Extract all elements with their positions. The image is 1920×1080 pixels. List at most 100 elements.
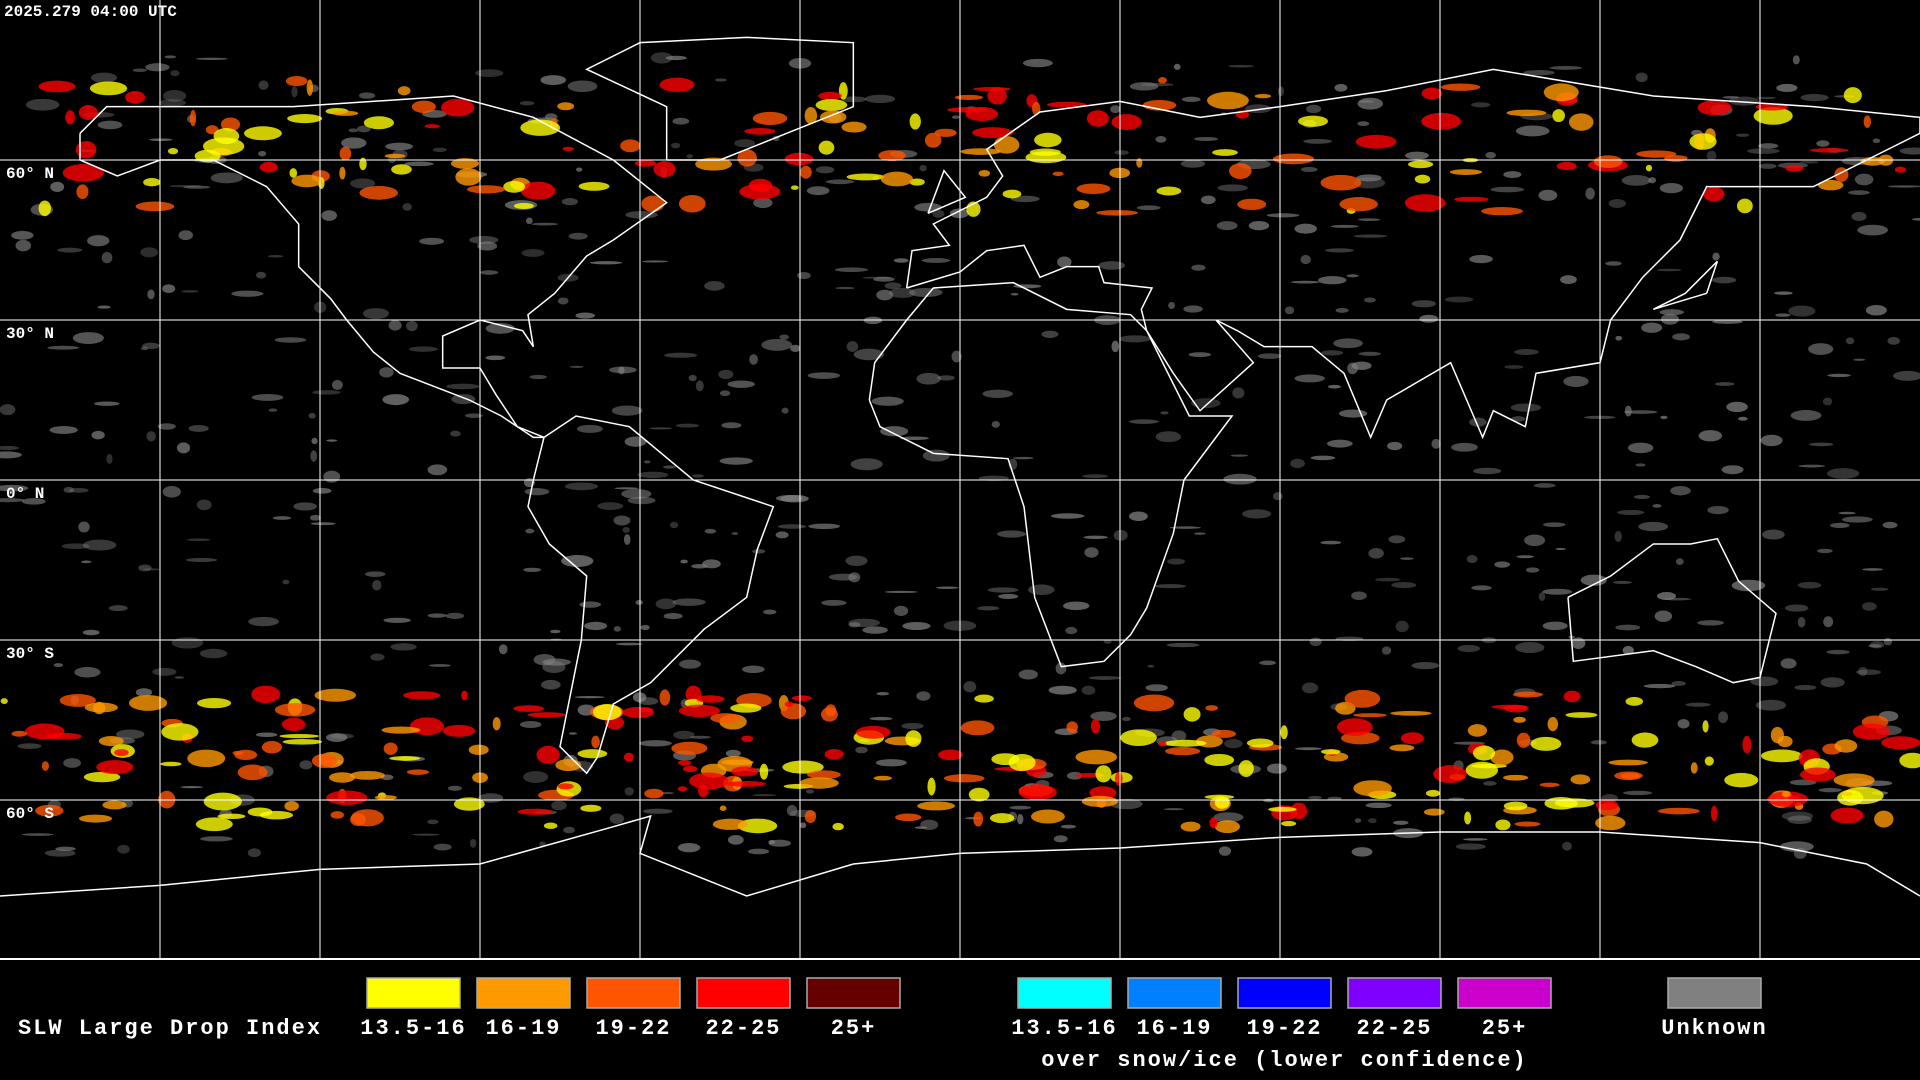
cloud — [1543, 83, 1579, 102]
cloud — [781, 407, 789, 414]
cloud — [195, 817, 233, 832]
cloud — [1083, 535, 1108, 540]
cloud — [1514, 348, 1539, 355]
cloud — [1266, 763, 1287, 774]
cloud — [1084, 547, 1099, 558]
cloud — [1355, 134, 1397, 149]
cloud — [523, 771, 549, 783]
cloud — [1810, 148, 1849, 153]
cloud — [291, 174, 323, 188]
cloud — [82, 629, 100, 636]
cloud — [1542, 522, 1566, 528]
cloud — [1120, 729, 1157, 746]
cloud — [1393, 820, 1409, 825]
cloud — [914, 826, 928, 829]
cloud — [41, 761, 49, 771]
cloud — [1013, 284, 1042, 289]
cloud — [1622, 790, 1653, 796]
cloud — [289, 168, 298, 178]
cloud — [1887, 336, 1900, 345]
cloud — [466, 185, 506, 194]
cloud — [1635, 463, 1646, 467]
cloud — [1672, 333, 1690, 341]
cloud — [0, 404, 16, 416]
cloud — [670, 142, 681, 149]
cloud — [1095, 765, 1112, 783]
cloud — [1425, 789, 1441, 797]
cloud — [1387, 441, 1403, 451]
cloud — [178, 230, 193, 241]
cloud — [1623, 410, 1658, 414]
cloud — [0, 484, 29, 492]
cloud — [1358, 351, 1382, 356]
legend-label: 22-25 — [705, 1016, 781, 1041]
cloud — [427, 819, 439, 825]
cloud — [894, 813, 922, 822]
cloud — [1381, 646, 1392, 655]
cloud — [519, 720, 542, 729]
cloud — [637, 697, 659, 706]
cloud — [1423, 808, 1445, 816]
cloud — [1838, 511, 1856, 515]
cloud — [1353, 713, 1387, 718]
legend-swatch — [1127, 977, 1222, 1009]
cloud — [1444, 296, 1474, 303]
cloud — [1166, 642, 1200, 648]
cloud — [25, 98, 60, 111]
cloud — [339, 166, 346, 180]
cloud — [1512, 691, 1543, 698]
cloud — [1266, 213, 1300, 218]
cloud — [734, 139, 756, 148]
cloud — [388, 320, 402, 331]
cloud — [1320, 749, 1341, 755]
cloud — [1625, 696, 1644, 706]
cloud — [248, 616, 279, 627]
cloud — [1098, 261, 1126, 270]
cloud — [308, 412, 316, 419]
cloud — [731, 532, 739, 535]
cloud — [797, 272, 811, 280]
cloud — [893, 605, 909, 616]
cloud — [117, 844, 130, 854]
cloud — [101, 252, 113, 264]
cloud — [1180, 159, 1206, 168]
cloud — [916, 372, 941, 385]
cloud — [132, 68, 148, 72]
cloud — [1712, 252, 1720, 261]
cloud — [818, 91, 842, 100]
cloud — [390, 643, 417, 651]
cloud — [1822, 397, 1833, 406]
cloud — [87, 235, 110, 247]
cloud — [775, 531, 789, 539]
cloud — [1449, 169, 1483, 175]
cloud — [1353, 780, 1392, 797]
cloud — [1820, 677, 1845, 688]
cloud — [82, 539, 117, 551]
cloud — [1060, 824, 1076, 829]
cloud — [1622, 645, 1634, 655]
cloud — [1110, 105, 1121, 114]
cloud — [704, 281, 725, 291]
cloud — [59, 693, 96, 707]
cloud — [1451, 442, 1478, 452]
cloud — [186, 538, 211, 542]
cloud — [643, 460, 651, 464]
cloud — [1090, 719, 1101, 734]
cloud — [549, 629, 561, 634]
cloud — [310, 522, 336, 526]
cloud — [677, 786, 688, 792]
cloud — [255, 271, 267, 279]
cloud — [1242, 509, 1272, 519]
cloud — [152, 667, 177, 676]
cloud — [1122, 716, 1131, 722]
cloud — [960, 148, 1001, 155]
cloud — [725, 749, 741, 758]
cloud — [963, 681, 977, 693]
cloud — [672, 598, 706, 606]
cloud — [1086, 110, 1109, 127]
cloud — [1114, 771, 1123, 786]
cloud — [217, 813, 246, 820]
cloud — [551, 800, 567, 811]
cloud — [1464, 811, 1472, 825]
cloud — [1190, 398, 1221, 409]
